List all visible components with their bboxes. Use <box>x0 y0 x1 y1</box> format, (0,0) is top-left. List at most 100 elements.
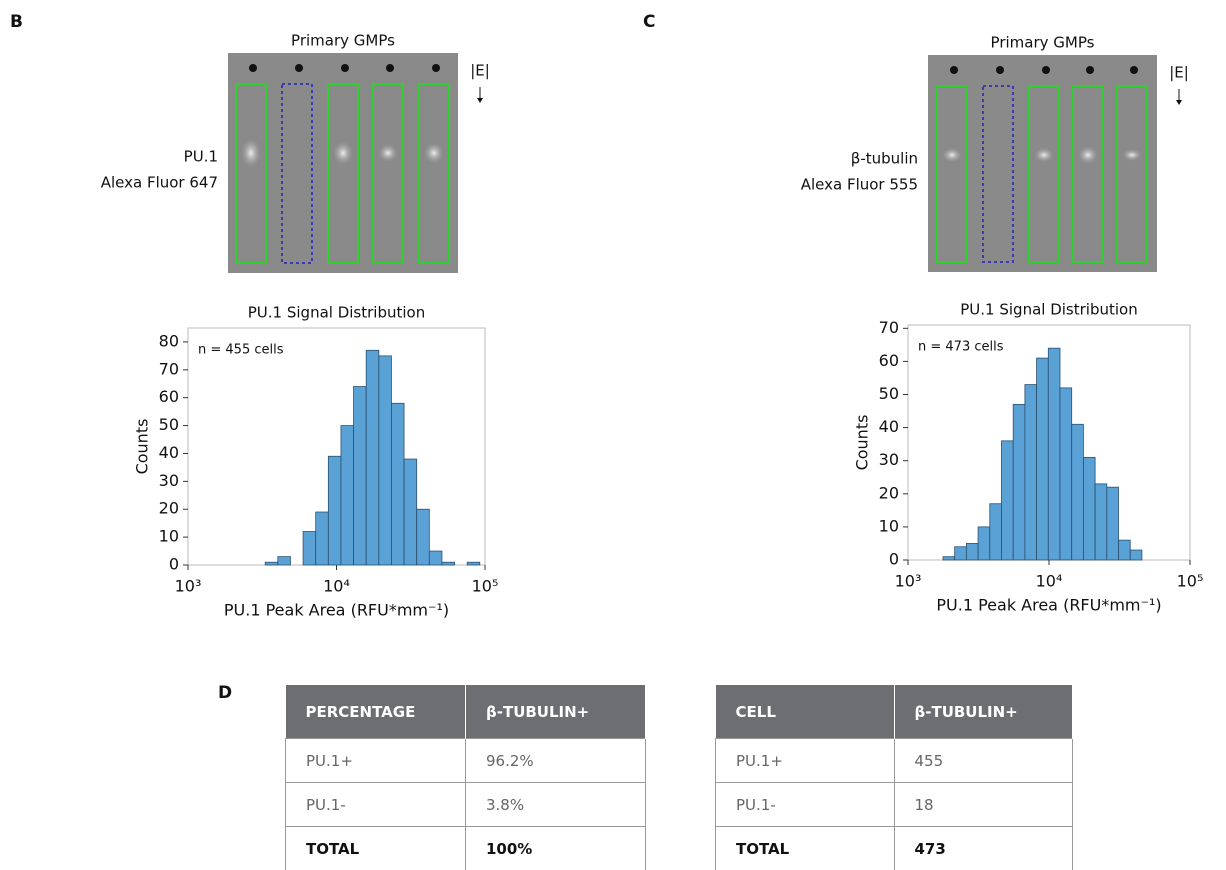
bar <box>1119 540 1131 560</box>
y-tick-label: 70 <box>879 318 899 337</box>
bar <box>366 350 379 565</box>
bar <box>265 562 278 565</box>
table-cell: 96.2% <box>466 739 646 783</box>
table-cell: TOTAL <box>286 827 466 870</box>
table-cell: PU.1- <box>286 783 466 827</box>
x-tick-label: 10⁴ <box>1036 572 1063 591</box>
table-cell: PU.1+ <box>716 739 895 783</box>
y-tick-label: 50 <box>159 415 179 434</box>
y-tick-label: 30 <box>879 450 899 469</box>
x-axis-label: PU.1 Peak Area (RFU*mm⁻¹) <box>936 596 1161 615</box>
bar <box>404 459 417 565</box>
band <box>940 146 964 164</box>
bar <box>1001 441 1013 560</box>
table-row: PU.1-3.8% <box>286 783 646 827</box>
bar <box>1107 487 1119 560</box>
bar <box>1037 358 1049 560</box>
y-tick-label: 20 <box>879 483 899 502</box>
stain-label: Alexa Fluor 555 <box>801 176 918 194</box>
bar <box>966 543 978 560</box>
panel-label: B <box>10 12 23 32</box>
x-tick-label: 10³ <box>175 577 202 596</box>
header-cell: β-TUBULIN+ <box>894 685 1073 739</box>
bar <box>328 456 341 565</box>
bar <box>303 532 316 565</box>
bar <box>341 426 354 565</box>
header-cell: CELL <box>716 685 895 739</box>
band <box>376 142 400 164</box>
chart-title: PU.1 Signal Distribution <box>960 301 1137 319</box>
y-tick-label: 40 <box>879 417 899 436</box>
table-cell: TOTAL <box>716 827 895 870</box>
annotation: n = 455 cells <box>198 343 284 358</box>
well <box>249 64 257 72</box>
well <box>950 66 958 74</box>
y-tick-label: 60 <box>879 351 899 370</box>
stain-label: PU.1 <box>184 148 218 166</box>
well <box>386 64 394 72</box>
bar <box>1130 550 1142 560</box>
bar <box>1025 385 1037 560</box>
bar <box>379 356 392 565</box>
image-title: Primary GMPs <box>291 32 395 50</box>
well <box>996 66 1004 74</box>
bar <box>442 562 455 565</box>
panel-label: D <box>218 683 232 703</box>
band <box>239 135 263 171</box>
field-arrowhead <box>1176 100 1182 105</box>
well <box>1042 66 1050 74</box>
table-cell: 100% <box>466 827 646 870</box>
bar <box>955 547 967 560</box>
bar <box>278 557 291 565</box>
band <box>331 139 355 168</box>
x-tick-label: 10⁵ <box>472 577 499 596</box>
bar <box>354 387 367 565</box>
figure: B C D Primary GMPs PU.1 Alexa Fluor 647 |E|… <box>0 0 1226 870</box>
x-tick-label: 10⁴ <box>323 577 350 596</box>
table-row: PU.1+455 <box>716 739 1073 783</box>
bar <box>316 512 329 565</box>
y-tick-label: 30 <box>159 471 179 490</box>
band <box>1032 146 1056 164</box>
y-tick-label: 60 <box>159 387 179 406</box>
stain-label: Alexa Fluor 647 <box>101 174 218 192</box>
bar <box>943 557 955 560</box>
stain-label: β-tubulin <box>851 150 918 168</box>
well <box>341 64 349 72</box>
bar <box>417 509 430 565</box>
table-cell: PU.1+ <box>286 739 466 783</box>
annotation: n = 473 cells <box>918 340 1004 355</box>
table-row: PU.1-18 <box>716 783 1073 827</box>
band <box>1120 148 1144 162</box>
bar <box>429 551 442 565</box>
bar <box>467 562 480 565</box>
header-row: CELLβ-TUBULIN+ <box>716 685 1073 739</box>
header-cell: β-TUBULIN+ <box>466 685 646 739</box>
bar <box>1083 457 1095 560</box>
y-tick-label: 10 <box>879 516 899 535</box>
field-arrowhead <box>477 98 483 103</box>
x-axis-label: PU.1 Peak Area (RFU*mm⁻¹) <box>224 601 449 620</box>
header-row: PERCENTAGEβ-TUBULIN+ <box>286 685 646 739</box>
panel-label: C <box>643 12 655 32</box>
bar <box>978 527 990 560</box>
bar <box>1013 404 1025 560</box>
y-tick-label: 10 <box>159 527 179 546</box>
y-axis-label: Counts <box>853 415 872 471</box>
table-row: PU.1+96.2% <box>286 739 646 783</box>
y-tick-label: 80 <box>159 331 179 350</box>
x-tick-label: 10³ <box>895 572 922 591</box>
image-title: Primary GMPs <box>991 34 1095 52</box>
y-tick-label: 20 <box>159 499 179 518</box>
y-tick-label: 40 <box>159 443 179 462</box>
table-cell: 18 <box>894 783 1073 827</box>
table-cell: 455 <box>894 739 1073 783</box>
well <box>295 64 303 72</box>
chart-title: PU.1 Signal Distribution <box>248 304 425 322</box>
bar <box>391 403 404 565</box>
field-label: |E| <box>470 62 490 80</box>
y-tick-label: 70 <box>159 359 179 378</box>
